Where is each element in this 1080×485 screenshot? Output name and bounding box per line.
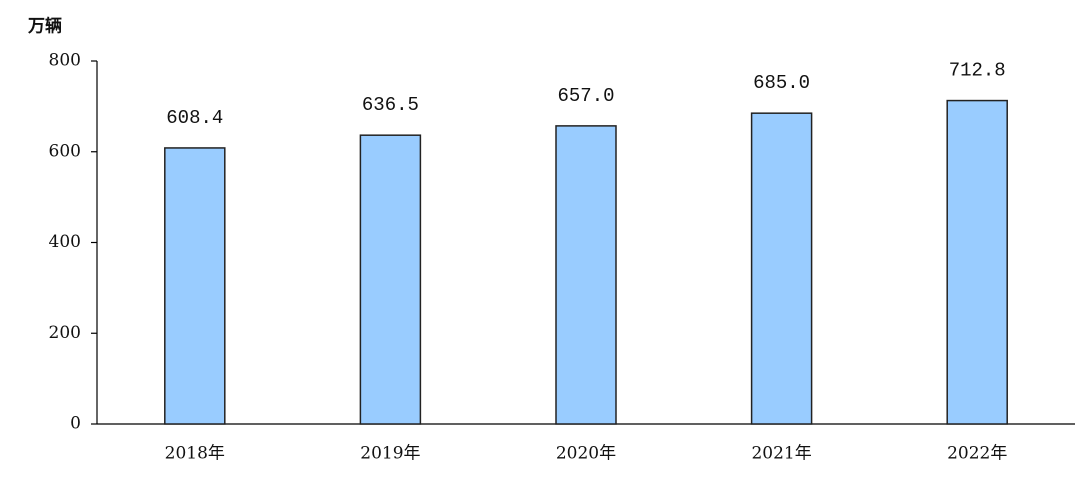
y-axis-label: 万辆 bbox=[27, 16, 62, 37]
value-label: 657.0 bbox=[557, 85, 614, 107]
value-label: 608.4 bbox=[166, 107, 223, 129]
y-tick-label: 200 bbox=[49, 323, 81, 343]
bar bbox=[555, 125, 617, 425]
x-tick-label: 2019年 bbox=[360, 444, 420, 464]
bar bbox=[359, 134, 422, 425]
x-tick-label: 2018年 bbox=[165, 444, 225, 464]
value-label: 636.5 bbox=[362, 94, 419, 116]
bar bbox=[164, 147, 226, 425]
bar bbox=[750, 112, 813, 425]
x-tick-label: 2021年 bbox=[751, 444, 811, 464]
y-tick-label: 600 bbox=[49, 141, 81, 161]
x-tick-label: 2020年 bbox=[556, 444, 616, 464]
bar bbox=[946, 99, 1008, 425]
value-label: 685.0 bbox=[753, 72, 810, 94]
y-tick-label: 800 bbox=[49, 51, 81, 71]
y-tick-label: 400 bbox=[49, 232, 81, 252]
value-label: 712.8 bbox=[949, 60, 1006, 82]
y-tick-label: 0 bbox=[70, 414, 81, 434]
x-tick-label: 2022年 bbox=[947, 444, 1007, 464]
